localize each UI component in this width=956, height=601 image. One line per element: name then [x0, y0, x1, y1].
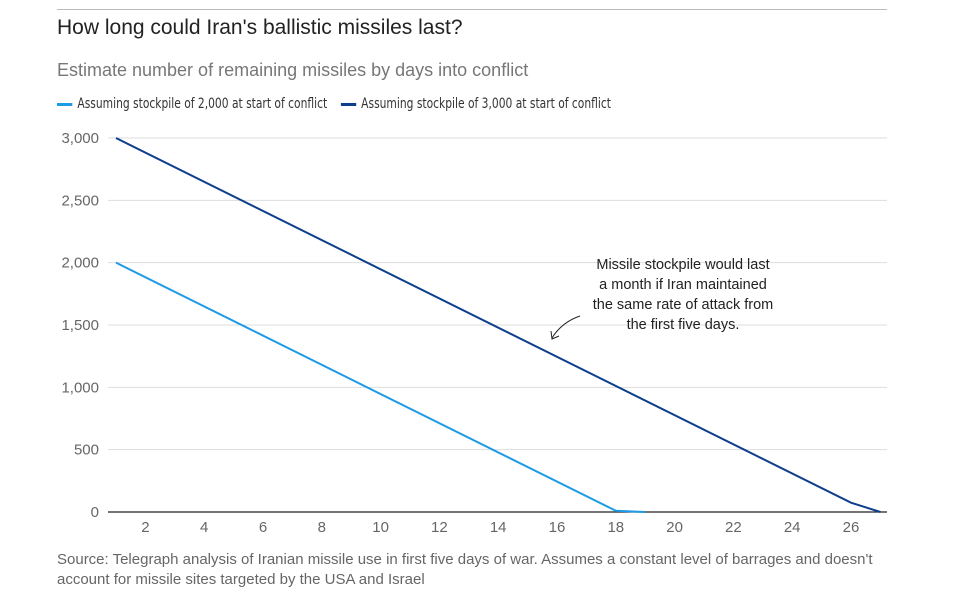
legend-swatch	[57, 102, 73, 106]
x-tick-label: 24	[784, 519, 801, 536]
x-tick-label: 2	[141, 519, 149, 536]
legend-label: Assuming stockpile of 2,000 at start of …	[77, 96, 328, 112]
y-tick-label: 2,500	[61, 192, 99, 209]
y-tick-label: 0	[91, 504, 99, 521]
legend-swatch	[340, 102, 357, 106]
chart-subtitle: Estimate number of remaining missiles by…	[57, 60, 529, 80]
annotation-text: Missile stockpile would last	[596, 257, 769, 273]
x-tick-label: 8	[318, 519, 326, 536]
x-tick-label: 14	[490, 519, 507, 536]
x-tick-label: 26	[843, 519, 860, 536]
legend-label: Assuming stockpile of 3,000 at start of …	[361, 96, 611, 112]
series-line-1	[115, 137, 881, 513]
series-line-0	[115, 261, 646, 513]
legend-item-2000: Assuming stockpile of 2,000 at start of …	[57, 96, 327, 112]
chart-title: How long could Iran's ballistic missiles…	[57, 16, 463, 39]
annotation-text: the first five days.	[627, 317, 740, 333]
legend: Assuming stockpile of 2,000 at start of …	[57, 96, 611, 112]
x-tick-label: 18	[607, 519, 624, 536]
top-rule	[57, 9, 887, 10]
y-tick-label: 3,000	[61, 130, 99, 147]
x-tick-label: 6	[259, 519, 267, 536]
annotation-text: a month if Iran maintained	[599, 277, 767, 293]
y-tick-label: 1,000	[61, 379, 99, 396]
x-tick-label: 22	[725, 519, 742, 536]
legend-item-3000: Assuming stockpile of 3,000 at start of …	[340, 96, 611, 112]
y-tick-label: 500	[74, 442, 99, 459]
annotation-arrowhead	[550, 330, 560, 340]
x-tick-label: 20	[666, 519, 683, 536]
x-tick-label: 4	[200, 519, 208, 536]
y-tick-label: 1,500	[61, 317, 99, 334]
annotation-text: the same rate of attack from	[593, 297, 774, 313]
x-tick-label: 16	[549, 519, 566, 536]
x-tick-label: 10	[372, 519, 389, 536]
x-tick-label: 12	[431, 519, 448, 536]
source-note: Source: Telegraph analysis of Iranian mi…	[57, 551, 873, 588]
annotation-arrow	[551, 315, 581, 339]
y-tick-label: 2,000	[61, 255, 99, 272]
